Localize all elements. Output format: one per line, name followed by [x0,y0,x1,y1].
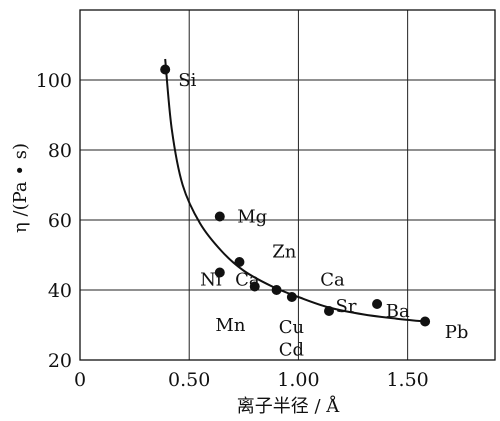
y-tick-label: 20 [48,350,72,372]
element-label: Cu [279,317,304,338]
x-tick-label: 1.00 [277,369,319,391]
element-label: Cd [279,340,304,361]
plot-frame [79,9,496,361]
data-point [271,285,282,295]
x-tick-labels: 0 0.50 1.00 1.50 [74,369,429,391]
x-tick-label: 0 [74,369,86,391]
element-label: Ni [200,270,222,291]
element-label: Ca [320,270,345,291]
y-tick-label: 40 [48,280,72,302]
y-tick-labels: 20 40 60 80 100 [36,70,72,372]
grid-lines [80,10,495,360]
y-tick-label: 80 [48,140,72,162]
element-label: Si [178,70,196,91]
data-point [372,299,383,309]
data-point [160,64,171,75]
data-point [249,281,260,292]
data-point [214,267,225,278]
data-point [214,211,225,222]
fit-curve [164,58,426,323]
x-tick-label: 0.50 [168,369,210,391]
y-axis-title: η /(Pa • s) [10,143,31,233]
element-label: Mg [237,207,267,228]
data-point [420,316,431,327]
y-tick-label: 60 [48,210,72,232]
x-tick-label: 1.50 [386,369,428,391]
element-label: Pb [445,322,469,343]
element-label: Ba [386,301,410,322]
element-label: Zn [272,242,297,263]
y-tick-label: 100 [36,70,72,92]
element-label: Sr [336,296,357,317]
x-axis-title: 离子半径 / Å [237,395,341,417]
data-point [324,306,334,316]
element-label: Ca [235,270,260,291]
data-point [234,257,245,267]
element-label: Mn [215,315,245,336]
data-points [160,64,431,327]
data-point [286,292,297,302]
